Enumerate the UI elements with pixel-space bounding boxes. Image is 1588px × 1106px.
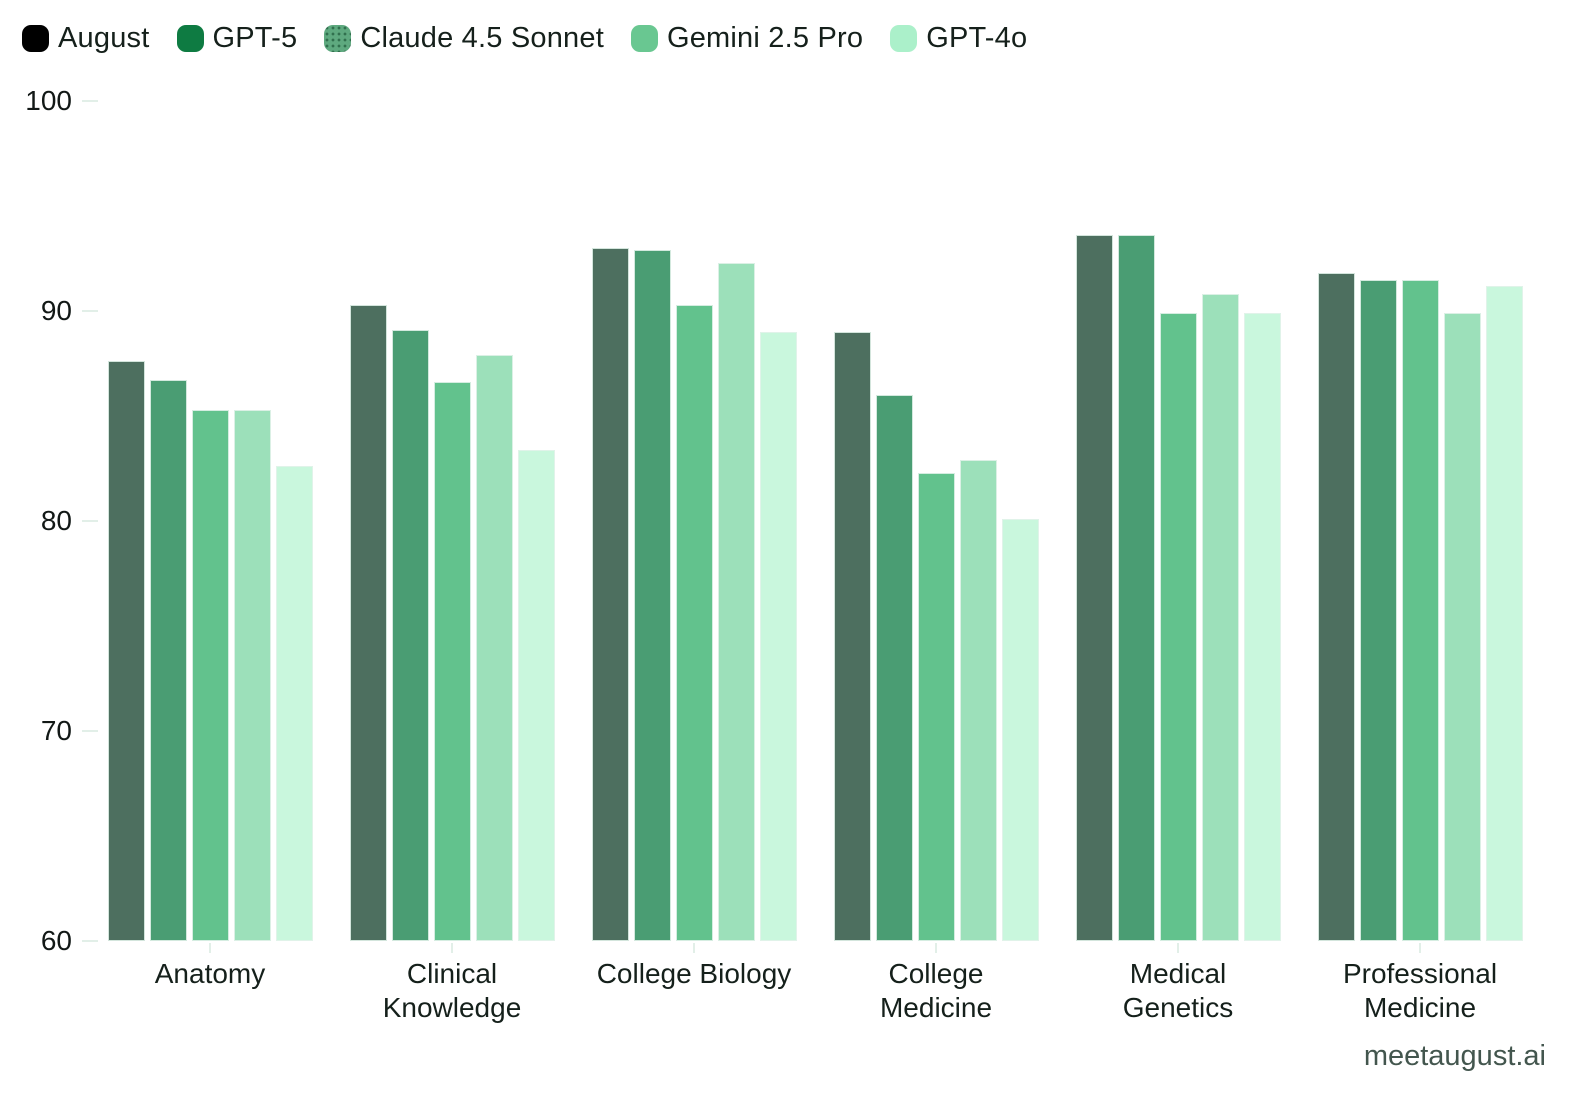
legend-swatch-gemini-2-5-pro — [630, 25, 658, 52]
bar-group-clinical-knowledge — [349, 101, 555, 941]
plot-area — [95, 101, 1560, 941]
legend-label: GPT-5 — [212, 22, 298, 54]
y-tick-mark — [82, 940, 98, 942]
x-label-anatomy: Anatomy — [154, 958, 266, 989]
legend-swatch-august — [22, 25, 49, 52]
legend-label: August — [58, 22, 150, 54]
y-tick-label-80: 80 — [40, 505, 72, 536]
y-tick-label-90: 90 — [40, 295, 72, 326]
bar-gpt-4o-college-medicine — [1001, 518, 1039, 941]
bar-gpt-5-anatomy — [149, 380, 187, 941]
bar-august-medical-genetics — [1075, 235, 1113, 941]
bar-gemini-2-5-pro-clinical-knowledge — [475, 355, 513, 941]
bar-gemini-2-5-pro-college-biology — [717, 262, 755, 941]
x-tick-mark — [1419, 943, 1421, 953]
x-label-clinical-knowledge: Clinical Knowledge — [382, 958, 522, 1023]
y-tick-label-100: 100 — [25, 85, 72, 116]
bar-group-college-medicine — [833, 101, 1039, 941]
bar-claude-4-5-sonnet-professional-medicine — [1401, 279, 1439, 941]
bar-claude-4-5-sonnet-anatomy — [191, 409, 229, 941]
y-tick-label-70: 70 — [40, 715, 72, 746]
bar-gpt-5-college-biology — [633, 250, 671, 941]
chart-legend: August GPT-5 Claude 4.5 Sonnet Gemini 2.5 P… — [22, 22, 1027, 55]
bar-august-professional-medicine — [1317, 273, 1355, 941]
legend-item-august: August — [22, 22, 150, 55]
bar-august-anatomy — [107, 361, 145, 941]
x-label-medical-genetics: Medical Genetics — [1122, 958, 1234, 1023]
y-tick-mark — [82, 310, 98, 312]
x-tick-mark — [693, 943, 695, 953]
bar-gpt-4o-medical-genetics — [1243, 313, 1281, 941]
bar-claude-4-5-sonnet-college-biology — [675, 304, 713, 941]
bar-claude-4-5-sonnet-medical-genetics — [1159, 313, 1197, 941]
x-tick-mark — [451, 943, 453, 953]
legend-label: GPT-4o — [926, 22, 1028, 54]
y-tick-label-60: 60 — [40, 925, 72, 956]
bar-gemini-2-5-pro-professional-medicine — [1443, 313, 1481, 941]
bar-august-clinical-knowledge — [349, 304, 387, 941]
legend-item-gpt-4o: GPT-4o — [890, 22, 1027, 55]
legend-item-gpt-5: GPT-5 — [176, 22, 298, 55]
bar-gpt-4o-anatomy — [275, 466, 313, 941]
x-label-college-biology: College Biology — [596, 958, 792, 989]
bar-gpt-5-clinical-knowledge — [391, 329, 429, 941]
bar-gpt-5-professional-medicine — [1359, 279, 1397, 941]
bar-august-college-medicine — [833, 332, 871, 941]
legend-label: Claude 4.5 Sonnet — [360, 22, 604, 54]
bar-gemini-2-5-pro-college-medicine — [959, 460, 997, 941]
legend-swatch-gpt-4o — [890, 25, 918, 52]
legend-item-gemini-2-5-pro: Gemini 2.5 Pro — [630, 22, 864, 55]
bar-gpt-4o-professional-medicine — [1485, 285, 1523, 941]
bar-gpt-5-medical-genetics — [1117, 235, 1155, 941]
x-tick-mark — [209, 943, 211, 953]
y-tick-mark — [82, 100, 98, 102]
bar-group-medical-genetics — [1075, 101, 1281, 941]
y-tick-mark — [82, 520, 98, 522]
bar-group-professional-medicine — [1317, 101, 1523, 941]
x-tick-mark — [1177, 943, 1179, 953]
bar-claude-4-5-sonnet-clinical-knowledge — [433, 382, 471, 941]
bar-group-anatomy — [107, 101, 313, 941]
legend-swatch-gpt-5 — [176, 25, 204, 52]
bar-gpt-5-college-medicine — [875, 395, 913, 941]
bar-gemini-2-5-pro-anatomy — [233, 409, 271, 941]
legend-item-claude-4-5-sonnet: Claude 4.5 Sonnet — [324, 22, 604, 55]
x-label-professional-medicine: Professional Medicine — [1342, 958, 1498, 1023]
bar-gemini-2-5-pro-medical-genetics — [1201, 294, 1239, 941]
x-tick-mark — [935, 943, 937, 953]
x-label-college-medicine: College Medicine — [879, 958, 993, 1023]
bar-claude-4-5-sonnet-college-medicine — [917, 472, 955, 941]
brand-watermark: meetaugust.ai — [1363, 1040, 1546, 1072]
bar-august-college-biology — [591, 248, 629, 941]
legend-swatch-claude-4-5-sonnet — [324, 25, 352, 52]
y-tick-mark — [82, 730, 98, 732]
legend-label: Gemini 2.5 Pro — [666, 22, 864, 54]
bar-gpt-4o-college-biology — [759, 332, 797, 941]
bar-group-college-biology — [591, 101, 797, 941]
bar-gpt-4o-clinical-knowledge — [517, 449, 555, 941]
